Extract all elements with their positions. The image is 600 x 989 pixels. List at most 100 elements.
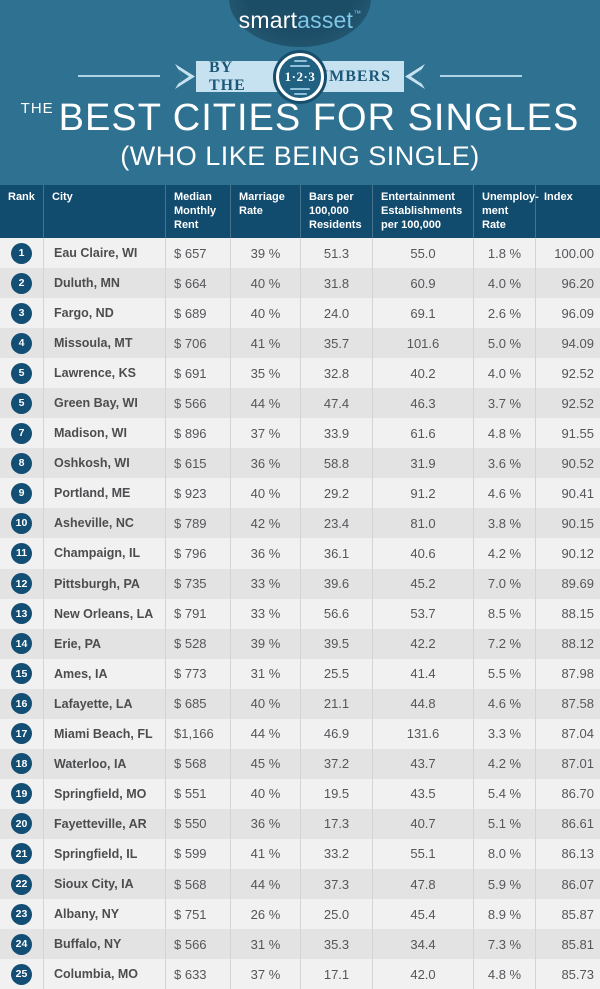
bars-cell: 33.2 [300,838,372,869]
index-cell: 89.69 [535,568,600,599]
city-cell: Champaign, IL [43,538,165,569]
entertainment-cell: 43.7 [372,748,473,779]
marriage-rate-cell: 39 % [230,628,300,659]
rank-badge: 3 [11,302,32,324]
column-header-marriage-rate: Marriage Rate [230,185,300,238]
bars-cell: 33.9 [300,418,372,449]
trademark-symbol: ™ [353,9,362,18]
entertainment-cell: 53.7 [372,598,473,629]
entertainment-cell: 69.1 [372,298,473,329]
unemployment-cell: 7.3 % [473,929,535,960]
ribbon-tail-left-inner [178,69,189,84]
marriage-rate-cell: 36 % [230,448,300,479]
city-cell: Lawrence, KS [43,358,165,389]
median-rent-cell: $ 551 [165,778,230,809]
marriage-rate-cell: 41 % [230,328,300,359]
rank-badge: 5 [11,392,32,414]
unemployment-cell: 4.2 % [473,538,535,569]
bars-cell: 17.3 [300,808,372,839]
table-row: 18 Waterloo, IA $ 568 45 % 37.2 43.7 4.2 % 87.0… [0,748,600,779]
rank-cell: 23 [0,899,43,929]
page-subtitle: (WHO LIKE BEING SINGLE) [120,141,480,171]
city-cell: New Orleans, LA [43,598,165,629]
index-cell: 87.58 [535,688,600,719]
table-row: 17 Miami Beach, FL $1,166 44 % 46.9 131.6 3.3 … [0,718,600,749]
city-cell: Asheville, NC [43,508,165,539]
unemployment-cell: 3.8 % [473,508,535,539]
index-cell: 87.98 [535,658,600,689]
rank-cell: 7 [0,418,43,448]
entertainment-cell: 43.5 [372,778,473,809]
bars-cell: 37.2 [300,748,372,779]
median-rent-cell: $ 689 [165,298,230,329]
rank-badge: 18 [11,753,32,775]
badge-line-bottom-long [290,87,310,90]
bars-cell: 47.4 [300,388,372,419]
rank-badge: 25 [11,963,32,985]
bars-cell: 25.5 [300,658,372,689]
rankings-table: Rank City Median Monthly Rent Marriage R… [0,185,600,989]
marriage-rate-cell: 39 % [230,238,300,269]
index-cell: 88.15 [535,598,600,629]
page-title: THE BEST CITIES FOR SINGLES [0,97,600,140]
badge-line-bottom-short [293,92,307,95]
entertainment-cell: 34.4 [372,929,473,960]
table-row: 11 Champaign, IL $ 796 36 % 36.1 40.6 4.2 % 90.… [0,538,600,569]
city-cell: Pittsburgh, PA [43,568,165,599]
marriage-rate-cell: 44 % [230,868,300,900]
entertainment-cell: 60.9 [372,268,473,299]
logo-text-smart: smart [238,7,298,33]
unemployment-cell: 3.6 % [473,448,535,479]
median-rent-cell: $ 896 [165,418,230,449]
unemployment-cell: 4.0 % [473,358,535,389]
rank-cell: 25 [0,959,43,989]
rank-cell: 4 [0,328,43,358]
bars-cell: 56.6 [300,598,372,629]
bars-cell: 35.7 [300,328,372,359]
logo-text-asset: asset [297,7,354,33]
table-row: 23 Albany, NY $ 751 26 % 25.0 45.4 8.9 % 85.87 [0,899,600,930]
bars-cell: 19.5 [300,778,372,809]
unemployment-cell: 4.2 % [473,748,535,779]
rank-badge: 21 [11,843,32,865]
index-cell: 87.01 [535,748,600,779]
entertainment-cell: 61.6 [372,418,473,449]
table-row: 3 Fargo, ND $ 689 40 % 24.0 69.1 2.6 % 96.09 [0,298,600,329]
table-row: 9 Portland, ME $ 923 40 % 29.2 91.2 4.6 % 90.41 [0,478,600,509]
marriage-rate-cell: 40 % [230,298,300,329]
index-cell: 100.00 [535,238,600,269]
marriage-rate-cell: 26 % [230,899,300,930]
index-cell: 86.13 [535,838,600,869]
badge-line-top-short [293,59,307,62]
table-row: 5 Green Bay, WI $ 566 44 % 47.4 46.3 3.7 % 92.5… [0,388,600,419]
rank-cell: 5 [0,358,43,388]
unemployment-cell: 4.6 % [473,478,535,509]
rank-badge: 24 [11,933,32,955]
table-row: 8 Oshkosh, WI $ 615 36 % 58.8 31.9 3.6 % 90.52 [0,448,600,479]
bars-cell: 24.0 [300,298,372,329]
table-row: 19 Springfield, MO $ 551 40 % 19.5 43.5 5.4 % 8… [0,778,600,809]
column-header-city: City [43,185,165,238]
rank-badge: 5 [11,362,32,384]
marriage-rate-cell: 33 % [230,598,300,629]
median-rent-cell: $ 685 [165,688,230,719]
rank-cell: 21 [0,839,43,869]
bars-cell: 21.1 [300,688,372,719]
entertainment-cell: 40.2 [372,358,473,389]
index-cell: 85.87 [535,899,600,930]
table-row: 7 Madison, WI $ 896 37 % 33.9 61.6 4.8 % 91.55 [0,418,600,449]
index-cell: 86.70 [535,778,600,809]
median-rent-cell: $1,166 [165,718,230,749]
city-cell: Duluth, MN [43,268,165,299]
marriage-rate-cell: 40 % [230,478,300,509]
median-rent-cell: $ 615 [165,448,230,479]
index-cell: 96.09 [535,298,600,329]
bars-cell: 51.3 [300,238,372,269]
unemployment-cell: 8.5 % [473,598,535,629]
marriage-rate-cell: 36 % [230,808,300,839]
median-rent-cell: $ 751 [165,899,230,930]
city-cell: Portland, ME [43,478,165,509]
badge-number-text: 1·2·3 [284,69,316,84]
rank-badge: 1 [11,242,32,264]
median-rent-cell: $ 664 [165,268,230,299]
